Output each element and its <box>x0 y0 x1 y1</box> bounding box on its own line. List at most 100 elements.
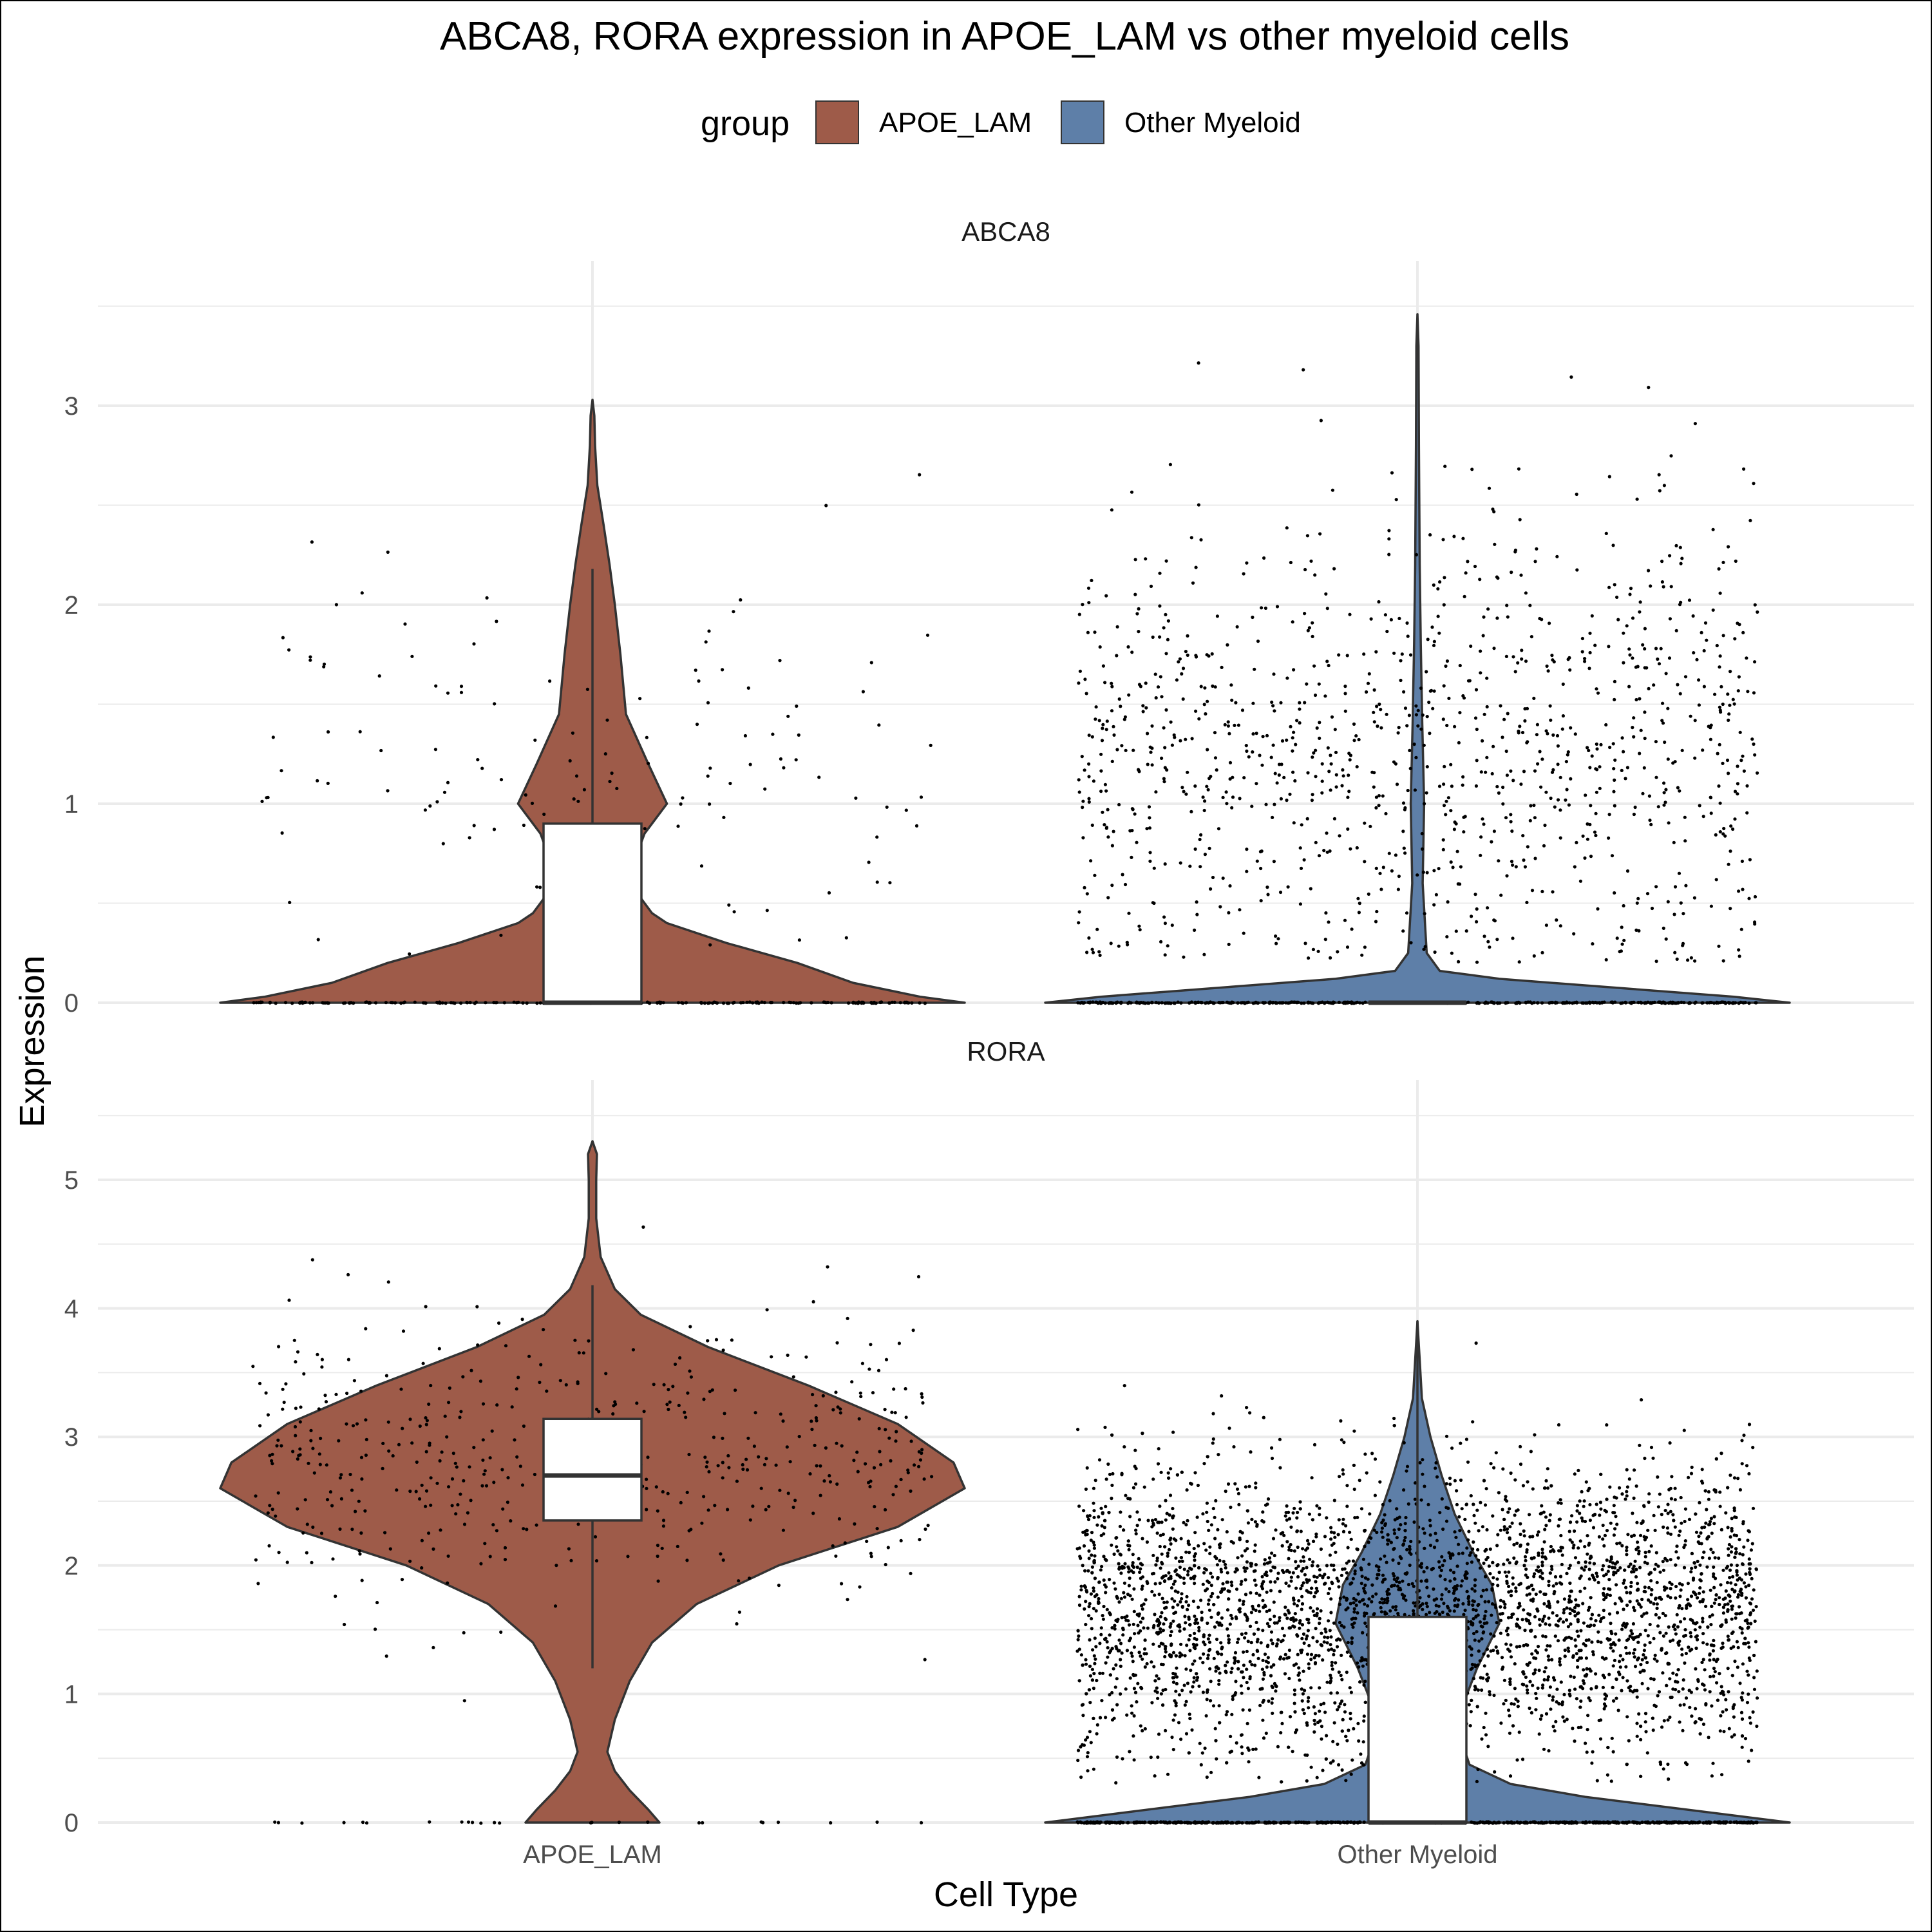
data-point <box>1318 1513 1321 1517</box>
data-point <box>400 1578 404 1582</box>
data-point <box>1548 1623 1551 1627</box>
data-point <box>677 1403 681 1407</box>
data-point <box>1499 1618 1503 1622</box>
data-point <box>1510 571 1513 574</box>
data-point <box>741 1463 744 1467</box>
data-point <box>1247 1760 1251 1764</box>
data-point <box>1509 1471 1513 1475</box>
data-point <box>305 1551 308 1555</box>
data-point <box>389 1001 393 1005</box>
data-point <box>1223 723 1227 726</box>
data-point <box>1717 784 1721 788</box>
data-point <box>1555 1687 1559 1691</box>
data-point <box>1632 1605 1636 1609</box>
data-point <box>408 1559 412 1563</box>
data-point <box>855 1450 859 1454</box>
data-point <box>1561 1715 1565 1719</box>
data-point <box>721 1349 725 1352</box>
data-point <box>440 1450 444 1454</box>
data-point <box>781 1528 785 1532</box>
data-point <box>1298 1678 1302 1682</box>
data-point <box>1425 670 1428 674</box>
data-point <box>1537 1569 1540 1573</box>
data-point <box>1591 1526 1596 1530</box>
data-point <box>1643 1720 1647 1724</box>
data-point <box>1444 1482 1448 1486</box>
data-point <box>1148 816 1151 820</box>
data-point <box>1285 526 1289 530</box>
data-point <box>1728 670 1732 674</box>
y-tick-label: 5 <box>64 1166 79 1195</box>
data-point <box>1740 1745 1744 1749</box>
data-point <box>1126 1001 1130 1005</box>
data-point <box>410 1441 414 1445</box>
y-tick-label: 0 <box>64 989 79 1018</box>
data-point <box>721 1558 725 1562</box>
data-point <box>1208 1608 1211 1612</box>
data-point <box>1325 1564 1329 1567</box>
legend-label-other-myeloid: Other Myeloid <box>1124 107 1301 138</box>
data-point <box>1705 638 1709 642</box>
data-point <box>1261 1658 1265 1662</box>
data-point <box>1660 1725 1664 1729</box>
data-point <box>1076 1758 1080 1763</box>
data-point <box>1301 1692 1305 1696</box>
data-point <box>1532 696 1536 700</box>
data-point <box>1689 956 1693 960</box>
data-point <box>1631 726 1634 730</box>
data-point <box>1604 1656 1608 1660</box>
data-point <box>1202 1462 1206 1466</box>
data-point <box>1646 1598 1651 1602</box>
data-point <box>425 1419 430 1423</box>
data-point <box>334 603 339 607</box>
data-point <box>1302 1711 1306 1716</box>
data-point <box>446 1581 450 1585</box>
data-point <box>821 1394 825 1397</box>
data-point <box>1511 779 1515 782</box>
data-point <box>1669 1596 1672 1600</box>
data-point <box>1330 1660 1334 1664</box>
data-point <box>364 1418 368 1422</box>
data-point <box>1092 1607 1095 1611</box>
data-point <box>1137 683 1142 687</box>
data-point <box>851 1000 855 1004</box>
data-point <box>428 804 432 808</box>
data-point <box>1150 1001 1154 1005</box>
data-point <box>1542 1602 1546 1605</box>
data-point <box>474 1000 478 1004</box>
data-point <box>1440 1593 1444 1596</box>
data-point <box>921 1401 925 1405</box>
data-point <box>1194 655 1198 659</box>
data-point <box>1496 1584 1500 1587</box>
data-point <box>1177 1559 1182 1564</box>
data-point <box>1454 1596 1457 1601</box>
data-point <box>1582 1668 1586 1672</box>
data-point <box>1538 1623 1542 1627</box>
data-point <box>1081 836 1085 840</box>
data-point <box>1744 1585 1748 1589</box>
data-point <box>1199 833 1203 837</box>
data-point <box>859 1394 863 1399</box>
data-point <box>1340 784 1344 788</box>
data-point <box>1127 693 1131 697</box>
data-point <box>1613 891 1616 895</box>
data-point <box>1095 1001 1099 1005</box>
data-point <box>1245 1721 1249 1725</box>
data-point <box>1718 591 1722 595</box>
data-point <box>1157 1001 1160 1005</box>
data-point <box>1271 743 1275 747</box>
data-point <box>1524 1675 1528 1679</box>
data-point <box>1488 1690 1492 1694</box>
data-point <box>1627 1637 1631 1641</box>
data-point <box>603 752 607 756</box>
data-point <box>1272 1600 1276 1604</box>
data-point <box>346 1358 351 1361</box>
data-point <box>1615 595 1619 600</box>
data-point <box>1540 1555 1544 1558</box>
data-point <box>1479 835 1483 839</box>
data-point <box>1421 870 1425 874</box>
data-point <box>1345 1571 1349 1575</box>
data-point <box>1596 907 1600 911</box>
data-point <box>481 1402 486 1406</box>
data-point <box>303 1498 307 1502</box>
